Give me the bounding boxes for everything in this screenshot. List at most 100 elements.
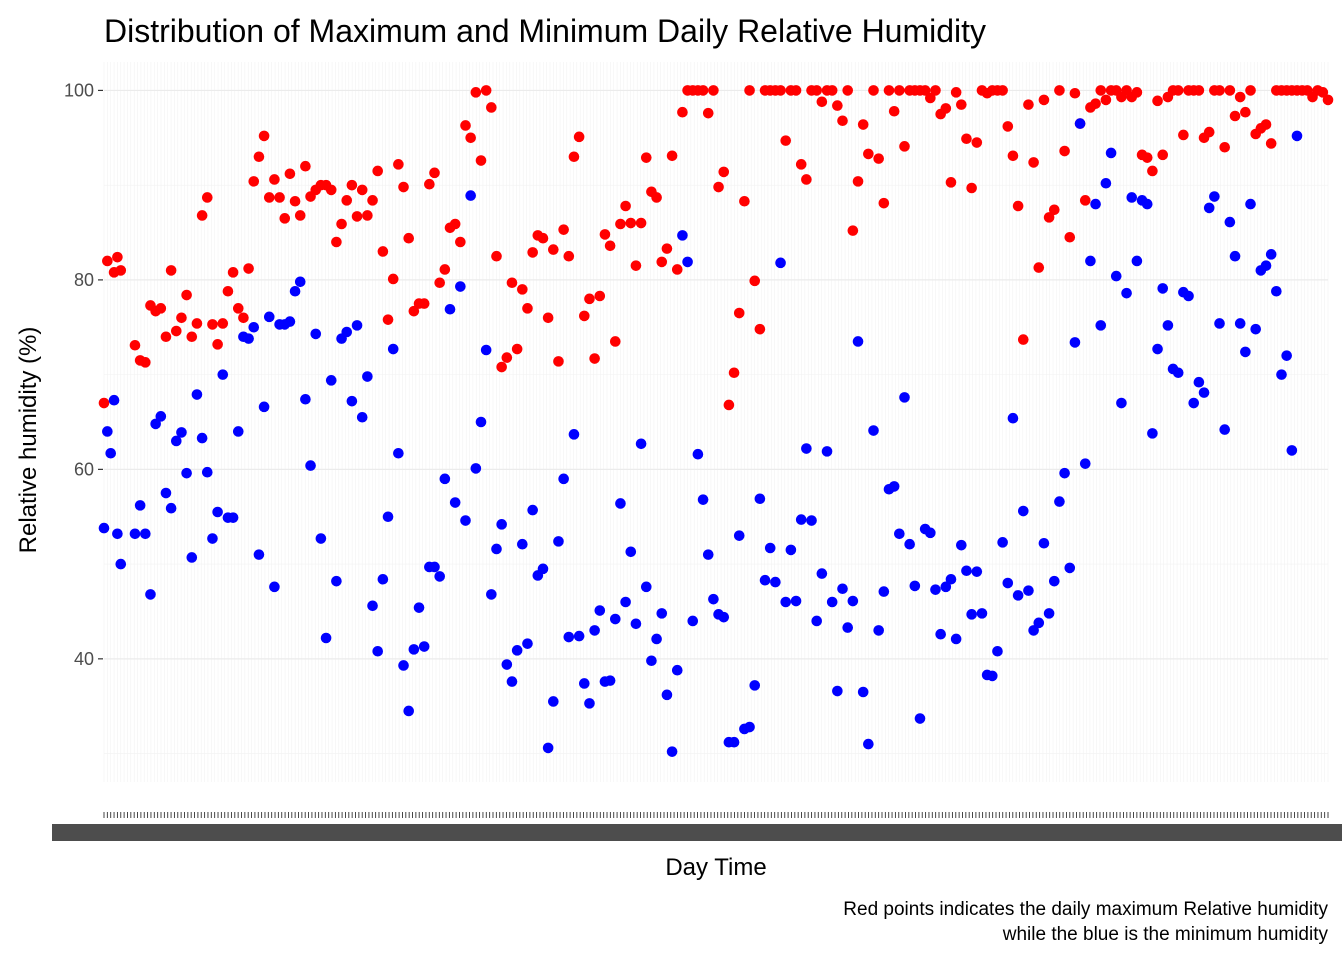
min-humidity-point xyxy=(697,494,709,505)
min-humidity-point xyxy=(372,645,384,657)
min-humidity-point xyxy=(847,595,859,607)
max-humidity-point xyxy=(589,353,600,364)
min-humidity-point xyxy=(873,625,884,636)
max-humidity-point xyxy=(506,277,518,289)
max-humidity-point xyxy=(868,85,879,96)
min-humidity-point xyxy=(253,549,265,560)
min-humidity-point xyxy=(945,573,957,585)
y-axis: 40 60 80 100 xyxy=(64,80,103,669)
min-humidity-point xyxy=(501,659,513,670)
min-humidity-point xyxy=(112,528,123,540)
min-humidity-point xyxy=(1095,320,1107,331)
min-humidity-point xyxy=(971,566,983,577)
min-humidity-point xyxy=(496,519,507,530)
max-humidity-point xyxy=(98,397,110,409)
max-humidity-point xyxy=(186,331,198,343)
max-humidity-point xyxy=(181,289,192,301)
max-humidity-point xyxy=(1012,200,1024,212)
min-humidity-point xyxy=(140,528,151,540)
max-humidity-point xyxy=(372,165,384,177)
min-humidity-point xyxy=(201,466,213,478)
min-humidity-point xyxy=(878,586,890,597)
max-humidity-point xyxy=(460,120,471,131)
max-humidity-point xyxy=(377,246,389,257)
max-humidity-point xyxy=(1219,141,1231,153)
min-humidity-point xyxy=(966,609,977,620)
min-humidity-point xyxy=(677,230,688,241)
max-humidity-point xyxy=(294,210,306,221)
min-humidity-point xyxy=(1131,255,1143,267)
min-humidity-point xyxy=(470,463,482,474)
min-humidity-point xyxy=(553,536,564,547)
max-humidity-point xyxy=(1017,334,1029,345)
min-humidity-point xyxy=(475,416,487,428)
min-humidity-point xyxy=(1271,285,1282,297)
max-humidity-point xyxy=(542,312,554,324)
min-humidity-point xyxy=(558,473,569,485)
max-humidity-point xyxy=(1203,126,1215,138)
min-humidity-point xyxy=(1219,424,1231,435)
max-humidity-point xyxy=(945,177,957,188)
min-humidity-point xyxy=(666,746,678,757)
min-humidity-point xyxy=(759,574,771,586)
min-humidity-point xyxy=(145,589,156,600)
min-humidity-point xyxy=(702,549,714,560)
min-humidity-point xyxy=(1100,177,1112,189)
min-humidity-point xyxy=(1110,270,1122,282)
max-humidity-point xyxy=(801,174,812,185)
max-humidity-point xyxy=(243,263,254,274)
max-humidity-point xyxy=(1095,85,1107,96)
min-humidity-point xyxy=(615,498,626,509)
max-humidity-point xyxy=(274,192,285,203)
min-humidity-point xyxy=(315,533,327,544)
max-humidity-point xyxy=(115,265,127,276)
max-humidity-point xyxy=(269,174,280,185)
x-axis xyxy=(52,812,1342,841)
max-humidity-point xyxy=(563,250,575,262)
max-humidity-point xyxy=(894,85,905,96)
max-humidity-point xyxy=(754,323,766,335)
min-humidity-point xyxy=(434,571,446,582)
min-humidity-point xyxy=(207,533,218,544)
max-humidity-point xyxy=(899,141,910,152)
max-humidity-point xyxy=(191,318,203,329)
min-humidity-point xyxy=(764,542,776,554)
max-humidity-point xyxy=(351,211,363,222)
max-humidity-point xyxy=(677,106,688,118)
max-humidity-point xyxy=(1023,99,1034,110)
min-humidity-point xyxy=(728,736,740,748)
max-humidity-point xyxy=(548,244,559,255)
min-humidity-point xyxy=(811,615,823,627)
min-humidity-point xyxy=(635,438,647,450)
max-humidity-point xyxy=(1090,98,1101,109)
min-humidity-point xyxy=(863,738,874,750)
min-humidity-point xyxy=(1043,608,1055,619)
plot-panel xyxy=(98,62,1334,782)
min-humidity-point xyxy=(749,680,761,691)
min-humidity-point xyxy=(517,538,528,550)
min-humidity-point xyxy=(1229,250,1241,262)
min-humidity-point xyxy=(785,544,797,556)
min-humidity-point xyxy=(150,418,161,430)
series-daily-minimum xyxy=(98,118,1303,757)
max-humidity-point xyxy=(1007,150,1019,162)
min-humidity-point xyxy=(1183,290,1194,302)
max-humidity-point xyxy=(1059,145,1070,157)
min-humidity-point xyxy=(212,506,223,518)
max-humidity-point xyxy=(201,192,213,203)
y-tick-label: 100 xyxy=(64,80,94,100)
max-humidity-point xyxy=(1245,85,1256,96)
min-humidity-point xyxy=(1017,505,1029,517)
max-humidity-point xyxy=(961,133,972,145)
min-humidity-point xyxy=(573,630,585,642)
min-humidity-point xyxy=(129,528,141,540)
max-humidity-point xyxy=(1100,94,1112,106)
max-humidity-point xyxy=(780,135,792,146)
max-humidity-point xyxy=(837,115,848,127)
max-humidity-point xyxy=(496,361,507,373)
min-humidity-point xyxy=(367,600,378,612)
min-humidity-point xyxy=(1059,467,1070,479)
max-humidity-point xyxy=(248,176,260,187)
y-axis-title: Relative humidity (%) xyxy=(15,327,42,554)
